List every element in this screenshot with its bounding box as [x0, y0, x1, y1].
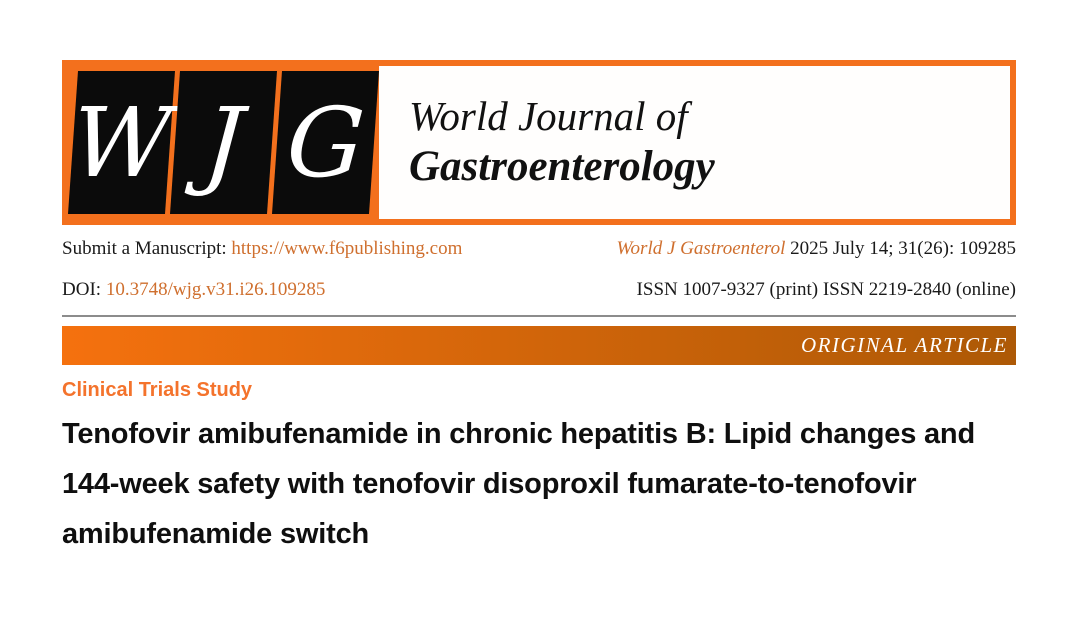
original-article-label: ORIGINAL ARTICLE: [801, 333, 1008, 357]
journal-citation: World J Gastroenterol 2025 July 14; 31(2…: [616, 238, 1016, 260]
logo-letter-j: J: [170, 71, 277, 214]
journal-title-line2: Gastroenterology: [409, 143, 715, 191]
journal-masthead: W J G World Journal of Gastroenterology: [62, 60, 1016, 225]
article-title-line: Tenofovir amibufenamide in chronic hepat…: [62, 418, 975, 450]
article-title-line: amibufenamide switch: [62, 518, 370, 550]
submit-manuscript-label: Submit a Manuscript:: [62, 238, 232, 259]
doi-link[interactable]: 10.3748/wjg.v31.i26.109285: [105, 279, 326, 300]
article-title: Tenofovir amibufenamide in chronic hepat…: [62, 409, 1016, 559]
journal-title-line1: World Journal of: [409, 93, 688, 140]
issn-text: ISSN 1007-9327 (print) ISSN 2219-2840 (o…: [636, 279, 1016, 300]
section-bar: ORIGINAL ARTICLE: [62, 326, 1016, 365]
citation-journal-name: World J Gastroenterol: [616, 238, 786, 259]
meta-row-submit: Submit a Manuscript: https://www.f6publi…: [62, 238, 1016, 260]
logo-letter-g: G: [272, 71, 379, 214]
doi-label: DOI:: [62, 279, 106, 300]
horizontal-rule: [62, 315, 1016, 317]
doi: DOI: 10.3748/wjg.v31.i26.109285: [62, 279, 325, 301]
meta-row-doi: DOI: 10.3748/wjg.v31.i26.109285 ISSN 100…: [62, 279, 1016, 301]
article-category: Clinical Trials Study: [62, 379, 253, 401]
submit-manuscript: Submit a Manuscript: https://www.f6publi…: [62, 238, 462, 260]
logo-letter-w: W: [68, 71, 175, 214]
article-title-line: 144-week safety with tenofovir disoproxi…: [62, 468, 917, 500]
wjg-logo: W J G: [68, 66, 379, 219]
citation-issue-info: 2025 July 14; 31(26): 109285: [785, 238, 1016, 259]
page-content: W J G World Journal of Gastroenterology …: [0, 60, 1080, 559]
submit-manuscript-link[interactable]: https://www.f6publishing.com: [231, 238, 463, 259]
journal-first-page: W J G World Journal of Gastroenterology …: [0, 60, 1080, 630]
journal-title: World Journal of Gastroenterology: [379, 66, 1010, 219]
